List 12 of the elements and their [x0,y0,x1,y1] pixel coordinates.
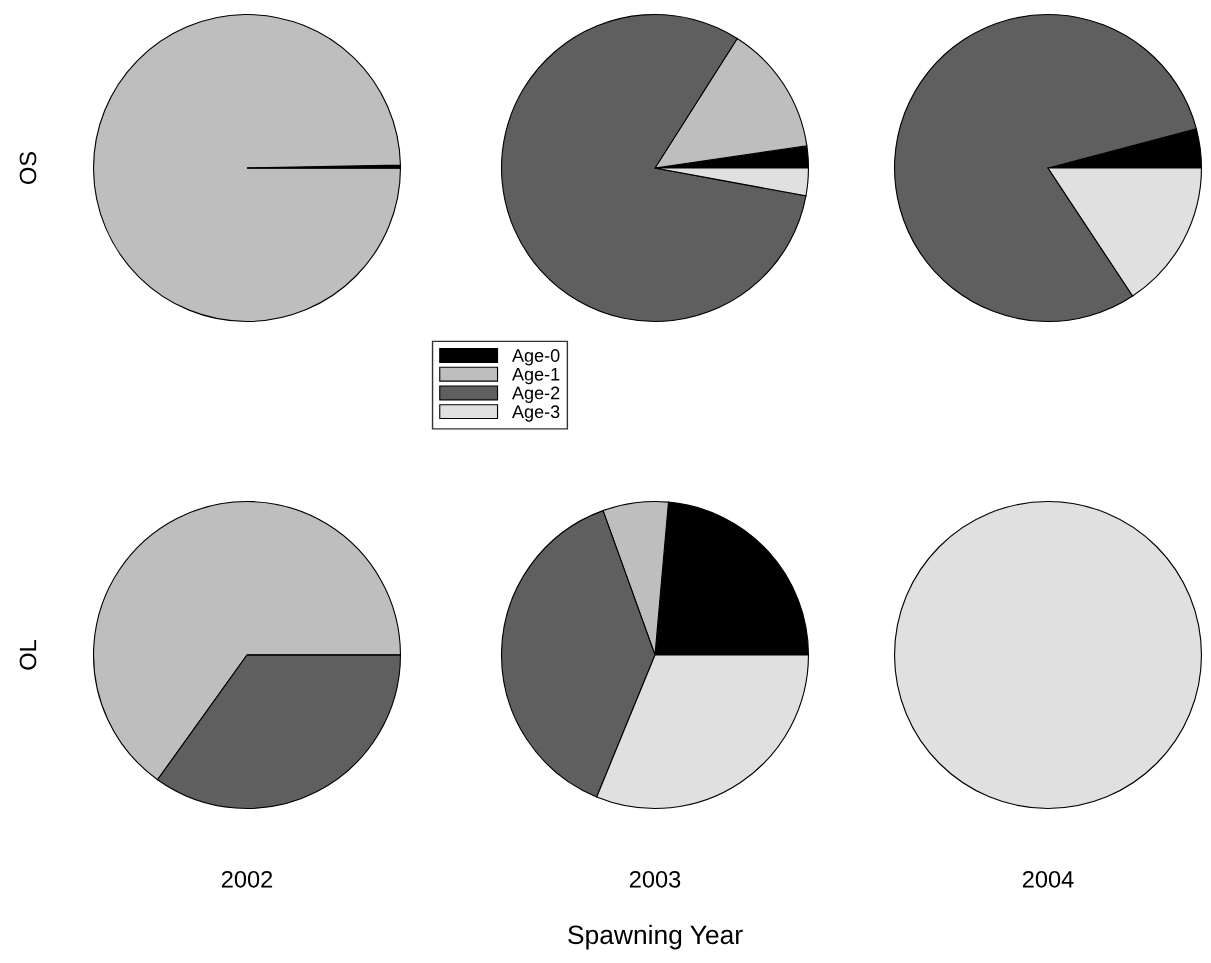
legend-label: Age-2 [512,386,560,403]
pie-slice [92,13,402,323]
text: OS [19,152,37,184]
legend-label: Age-1 [512,368,560,385]
text: 2002 [221,870,273,888]
text: 2004 [1022,870,1074,888]
legend-label: Age-3 [512,405,560,422]
pie-slice [500,13,807,323]
text: OL [19,640,37,670]
legend-label: Age-0 [512,349,560,366]
text: 2003 [629,870,681,888]
text: Spawning Year [568,924,743,950]
